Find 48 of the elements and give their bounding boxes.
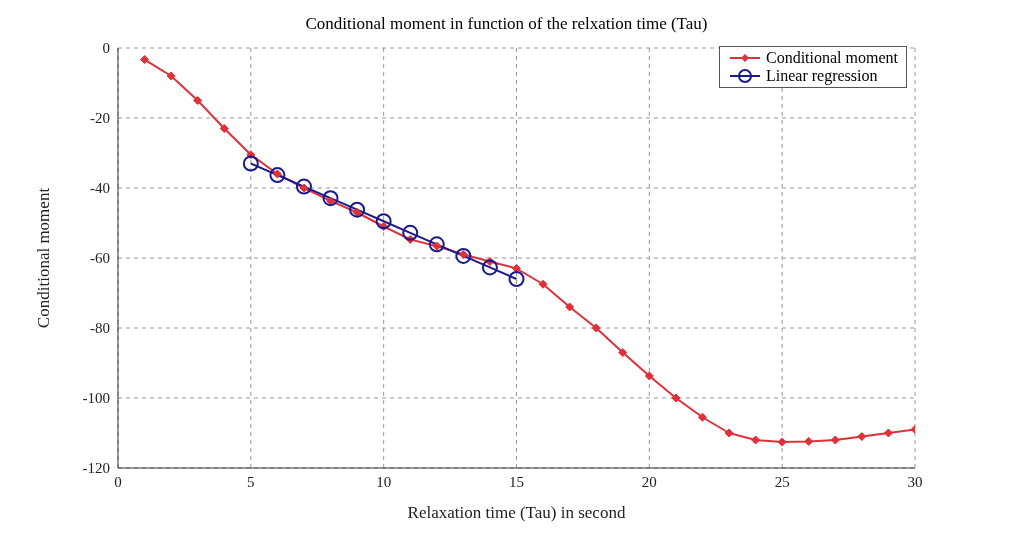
point <box>402 224 419 241</box>
x-tick-label: 10 <box>376 473 392 490</box>
y-tick-label: -80 <box>90 320 110 337</box>
point <box>697 412 707 422</box>
point <box>375 213 392 230</box>
y-tick-label: -20 <box>90 110 110 127</box>
point <box>428 236 445 253</box>
point <box>618 348 628 357</box>
x-tick-label: 30 <box>907 473 923 490</box>
point <box>322 190 339 207</box>
point <box>777 437 787 447</box>
x-tick-label: 25 <box>774 473 790 490</box>
point <box>644 371 654 381</box>
point <box>481 259 498 276</box>
point <box>591 323 601 333</box>
y-axis-title: Conditional moment <box>34 187 54 329</box>
point <box>166 71 176 81</box>
point <box>538 279 548 289</box>
point <box>883 428 893 438</box>
y-tick-label: 0 <box>102 40 110 57</box>
point <box>140 55 150 65</box>
point <box>242 155 259 172</box>
legend-label: Conditional moment <box>766 49 898 67</box>
y-tick-label: -120 <box>82 460 110 477</box>
x-tick-label: 20 <box>641 473 657 490</box>
y-tick-label: -40 <box>90 180 110 197</box>
y-tick-label: -60 <box>90 250 110 267</box>
point <box>724 428 734 438</box>
point <box>830 435 840 445</box>
point <box>219 124 229 133</box>
point <box>804 436 814 446</box>
x-axis-title: Relaxation time (Tau) in second <box>407 503 626 522</box>
y-tick-label: -100 <box>82 390 110 407</box>
point <box>508 271 525 287</box>
point <box>269 167 286 184</box>
point <box>751 435 761 445</box>
legend-label: Linear regression <box>766 67 878 85</box>
point <box>671 393 681 403</box>
x-tick-label: 15 <box>509 473 524 490</box>
point <box>193 96 203 105</box>
chart-title: Conditional moment in function of the relxation time (Tau) <box>304 13 709 35</box>
point <box>349 201 366 218</box>
x-tick-label: 5 <box>247 473 255 490</box>
point <box>857 432 867 441</box>
point <box>565 302 575 312</box>
point <box>295 178 312 195</box>
x-tick-label: 0 <box>114 473 122 490</box>
point <box>455 247 472 264</box>
